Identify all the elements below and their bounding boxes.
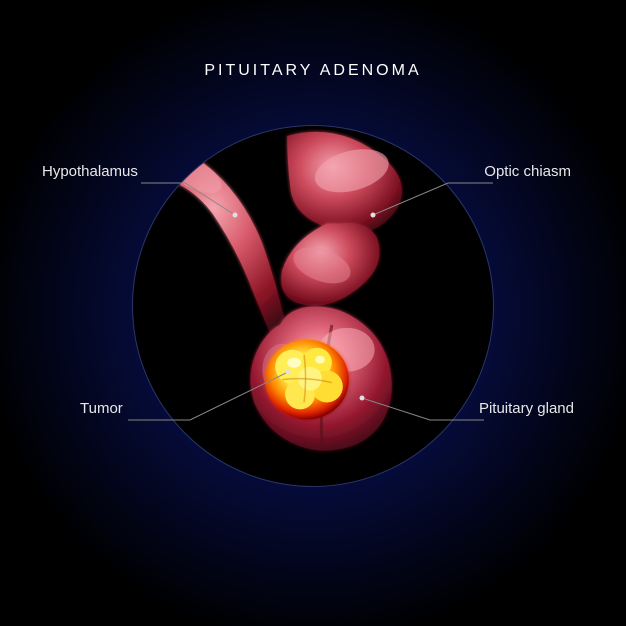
diagram-circle-frame <box>132 125 494 487</box>
optic-chiasm-shape <box>281 132 402 306</box>
anatomy-illustration <box>133 126 493 486</box>
diagram-title: PITUITARY ADENOMA <box>0 62 626 80</box>
label-pituitary-gland: Pituitary gland <box>479 400 574 417</box>
hypothalamus-shape <box>133 147 294 350</box>
label-hypothalamus: Hypothalamus <box>42 163 138 180</box>
label-optic-chiasm: Optic chiasm <box>484 163 571 180</box>
label-tumor: Tumor <box>80 400 123 417</box>
tumor-shape <box>265 340 349 420</box>
